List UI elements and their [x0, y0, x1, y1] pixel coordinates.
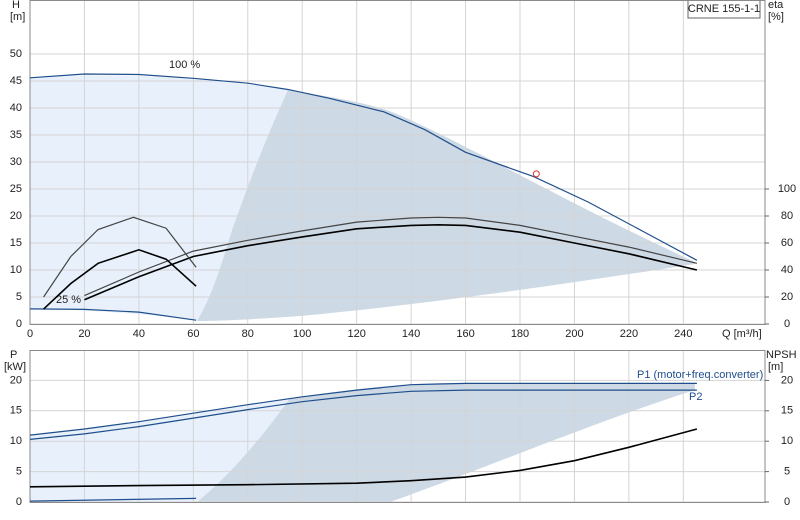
y-tick-label: 10	[10, 264, 22, 276]
y-tick-label: 40	[10, 102, 22, 114]
x-label: Q [m³/h]	[722, 328, 762, 340]
x-tick-label: 120	[347, 328, 365, 340]
y2-tick-label: 5	[784, 466, 790, 478]
y2-tick-label: 15	[781, 405, 793, 417]
series-line	[29, 389, 697, 440]
series-line	[43, 248, 197, 310]
y-tick-label: 20	[10, 210, 22, 222]
y2-tick-label: 80	[781, 210, 793, 222]
series-line	[29, 497, 197, 502]
x-tick-label: 180	[511, 328, 529, 340]
range-light	[30, 75, 288, 321]
annotation: 100 %	[169, 59, 200, 71]
y-tick-label: 10	[10, 435, 22, 447]
range-gray	[197, 383, 695, 502]
x-tick-label: 0	[27, 328, 33, 340]
y2-tick-label: 60	[781, 237, 793, 249]
y-tick-label: 30	[10, 156, 22, 168]
x-tick-label: 60	[187, 328, 199, 340]
x-tick-label: 160	[456, 328, 474, 340]
x-tick-label: 100	[293, 328, 311, 340]
y-tick-label: 5	[16, 466, 22, 478]
y2-tick-label: 40	[781, 264, 793, 276]
x-tick-label: 200	[565, 328, 583, 340]
series-line	[84, 223, 698, 301]
duty-point	[532, 170, 540, 178]
y2-unit: [%]	[768, 11, 784, 23]
y2-label: eta	[768, 0, 784, 11]
x-tick-label: 20	[78, 328, 90, 340]
chart-title: CRNE 155-1-1	[688, 3, 760, 15]
x-tick-label: 40	[133, 328, 145, 340]
series-line	[43, 216, 197, 298]
y-label: H	[12, 0, 20, 11]
annotation: 25 %	[56, 294, 81, 306]
y-tick-label: 0	[16, 318, 22, 330]
y2-tick-label: 20	[781, 374, 793, 386]
x-tick-label: 140	[402, 328, 420, 340]
series-line	[29, 428, 698, 488]
y-tick-label: 5	[16, 291, 22, 303]
x-tick-label: 220	[620, 328, 638, 340]
y2-unit: [m]	[768, 361, 783, 373]
y-tick-label: 0	[16, 496, 22, 508]
y-unit: [m]	[10, 11, 25, 23]
series-line	[29, 308, 197, 321]
range-light	[30, 398, 290, 502]
y-tick-label: 20	[10, 374, 22, 386]
plot-frame	[29, 350, 766, 503]
series-line	[29, 382, 697, 436]
x-tick-label: 240	[674, 328, 692, 340]
y2-tick-label: 100	[778, 183, 796, 195]
y-tick-label: 15	[10, 405, 22, 417]
y2-label: NPSH	[766, 349, 797, 361]
annotation: P1 (motor+freq.converter)	[637, 369, 763, 381]
y-tick-label: 35	[10, 129, 22, 141]
y-unit: [kW]	[4, 361, 26, 373]
y2-tick-label: 0	[784, 318, 790, 330]
annotation: P2	[689, 391, 702, 403]
range-gray	[197, 90, 695, 321]
y2-tick-label: 0	[784, 496, 790, 508]
y2-tick-label: 20	[781, 291, 793, 303]
series-line	[84, 216, 698, 297]
x-tick-label: 80	[242, 328, 254, 340]
title-box	[687, 0, 761, 19]
plot-frame	[29, 0, 766, 325]
series-line	[29, 73, 698, 261]
y-tick-label: 15	[10, 237, 22, 249]
y-tick-label: 45	[10, 75, 22, 87]
y-label: P	[10, 349, 17, 361]
y-tick-label: 25	[10, 183, 22, 195]
y2-tick-label: 10	[781, 435, 793, 447]
y-tick-label: 50	[10, 48, 22, 60]
